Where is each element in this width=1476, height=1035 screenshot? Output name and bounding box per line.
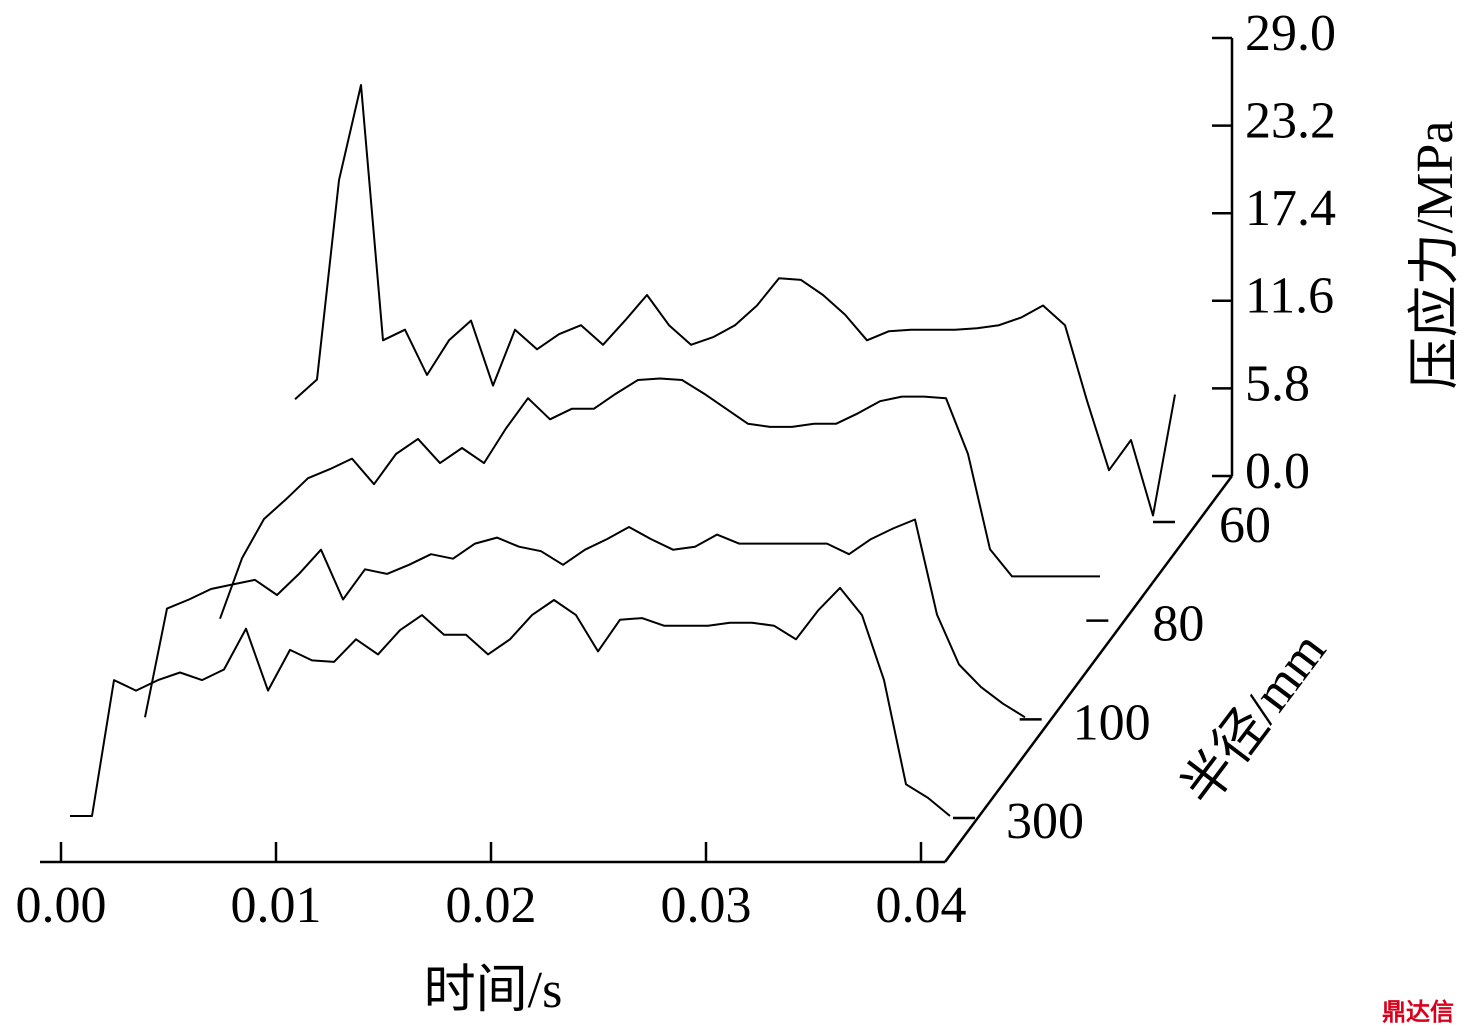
z-tick-label: 300	[1006, 793, 1084, 850]
x-axis-title: 时间/s	[424, 962, 563, 1019]
z-axis	[943, 475, 1234, 863]
x-tick-label: 0.04	[876, 877, 967, 934]
series-line	[294, 84, 1176, 517]
y-tick-label: 11.6	[1245, 268, 1334, 325]
x-tick-label: 0.02	[446, 877, 537, 934]
y-tick-label: 5.8	[1245, 355, 1310, 412]
y-tick-label: 29.0	[1245, 5, 1336, 62]
x-tick-label: 0.00	[16, 877, 107, 934]
z-tick-label: 100	[1073, 694, 1151, 751]
series-line	[70, 586, 951, 817]
y-tick-label: 0.0	[1245, 443, 1310, 500]
y-axis-title: 压应力/MPa	[1407, 121, 1464, 390]
watermark: 鼎达信	[1382, 998, 1454, 1026]
z-tick-label: 60	[1219, 497, 1271, 554]
x-tick-label: 0.03	[661, 877, 752, 934]
x-tick-label: 0.01	[231, 877, 322, 934]
z-tick-label: 80	[1152, 596, 1204, 653]
series-line	[144, 518, 1026, 719]
series-line	[219, 377, 1100, 620]
y-tick-label: 23.2	[1245, 93, 1336, 150]
y-tick-label: 17.4	[1245, 180, 1336, 237]
